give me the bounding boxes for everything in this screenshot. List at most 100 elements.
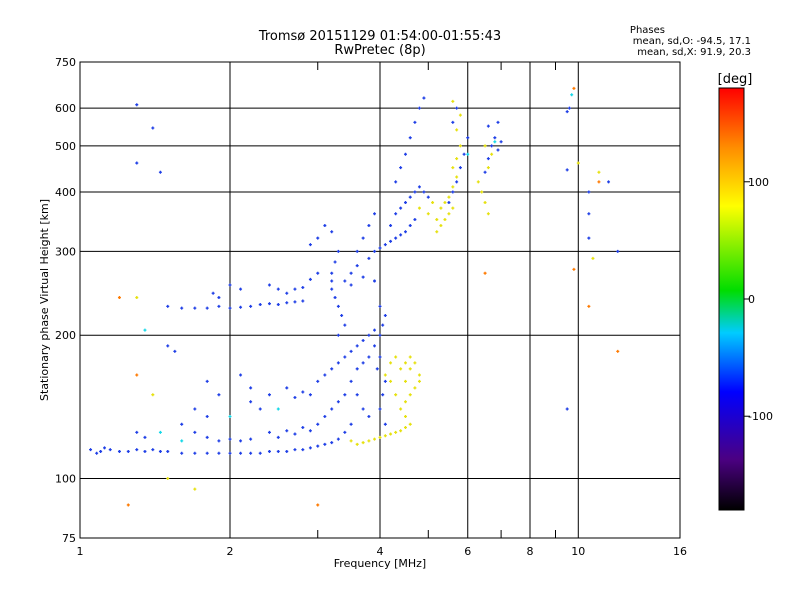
data-point [316, 236, 320, 240]
data-point [180, 439, 184, 443]
data-point [258, 303, 262, 307]
data-point [205, 451, 209, 455]
colorbar-tick-label: -100 [748, 410, 773, 423]
data-point [293, 287, 297, 291]
y-tick-label: 200 [55, 329, 76, 342]
data-point [285, 449, 289, 453]
data-point [158, 430, 162, 434]
data-point [276, 407, 280, 411]
data-point [496, 148, 500, 152]
data-point [389, 239, 393, 243]
chart-title: Tromsø 20151129 01:54:00-01:55:43 [258, 29, 501, 44]
data-point [193, 487, 197, 491]
data-point [336, 361, 340, 365]
data-point [249, 386, 253, 390]
data-point [173, 349, 177, 353]
data-point [458, 166, 462, 170]
data-point [361, 338, 365, 342]
data-point [493, 140, 497, 144]
data-point [308, 393, 312, 397]
x-tick-label: 4 [377, 545, 384, 558]
data-point [151, 448, 155, 452]
data-point [301, 299, 305, 303]
data-point [193, 451, 197, 455]
data-point [158, 170, 162, 174]
data-point [373, 437, 377, 441]
data-point [616, 349, 620, 353]
data-point [367, 355, 371, 359]
data-point [217, 296, 221, 300]
data-point [451, 120, 455, 124]
data-point [267, 449, 271, 453]
y-tick-label: 500 [55, 140, 76, 153]
y-tick-label: 100 [55, 473, 76, 486]
data-point [361, 441, 365, 445]
data-point [301, 448, 305, 452]
data-point [572, 86, 576, 90]
data-point [443, 201, 447, 205]
data-point [330, 367, 334, 371]
data-point [285, 291, 289, 295]
data-point [383, 373, 387, 377]
data-point [343, 279, 347, 283]
data-point [587, 212, 591, 216]
data-point [383, 379, 387, 383]
y-axis-ticks: 75 100 200 300 400 500 600 750 [55, 56, 76, 545]
data-points [89, 86, 620, 507]
data-point [205, 306, 209, 310]
data-point [399, 166, 403, 170]
data-point [373, 344, 377, 348]
data-point [349, 379, 353, 383]
data-point [135, 430, 139, 434]
data-point [249, 451, 253, 455]
data-point [408, 136, 412, 140]
data-point [399, 407, 403, 411]
data-point [276, 287, 280, 291]
data-point [378, 304, 382, 308]
data-point [399, 206, 403, 210]
data-point [108, 448, 112, 452]
data-point [239, 305, 243, 309]
data-point [323, 442, 327, 446]
data-point [308, 277, 312, 281]
y-tick-label: 600 [55, 102, 76, 115]
data-point [394, 212, 398, 216]
data-point [158, 449, 162, 453]
data-point [480, 190, 484, 194]
data-point [375, 367, 379, 371]
data-point [483, 144, 487, 148]
data-point [408, 355, 412, 359]
y-tick-label: 750 [55, 56, 76, 69]
data-point [403, 152, 407, 156]
data-point [180, 451, 184, 455]
data-point [378, 333, 382, 337]
data-point [458, 113, 462, 117]
data-point [439, 224, 443, 228]
data-point [466, 152, 470, 156]
data-point [323, 224, 327, 228]
colorbar [718, 87, 745, 511]
data-point [476, 180, 480, 184]
data-point [117, 449, 121, 453]
plot-frame [79, 61, 681, 539]
data-point [135, 103, 139, 107]
data-point [383, 243, 387, 247]
data-point [394, 180, 398, 184]
colorbar-tick-label: 100 [748, 176, 769, 189]
data-point [361, 407, 365, 411]
data-point [439, 206, 443, 210]
data-point [462, 152, 466, 156]
data-point [239, 287, 243, 291]
x-tick-label: 16 [673, 545, 687, 558]
data-point [417, 185, 421, 189]
data-point [394, 393, 398, 397]
data-point [330, 287, 334, 291]
data-point [361, 236, 365, 240]
data-point [587, 236, 591, 240]
data-point [483, 271, 487, 275]
data-point [451, 206, 455, 210]
data-point [367, 224, 371, 228]
data-point [455, 180, 459, 184]
data-point [486, 212, 490, 216]
data-point [166, 304, 170, 308]
